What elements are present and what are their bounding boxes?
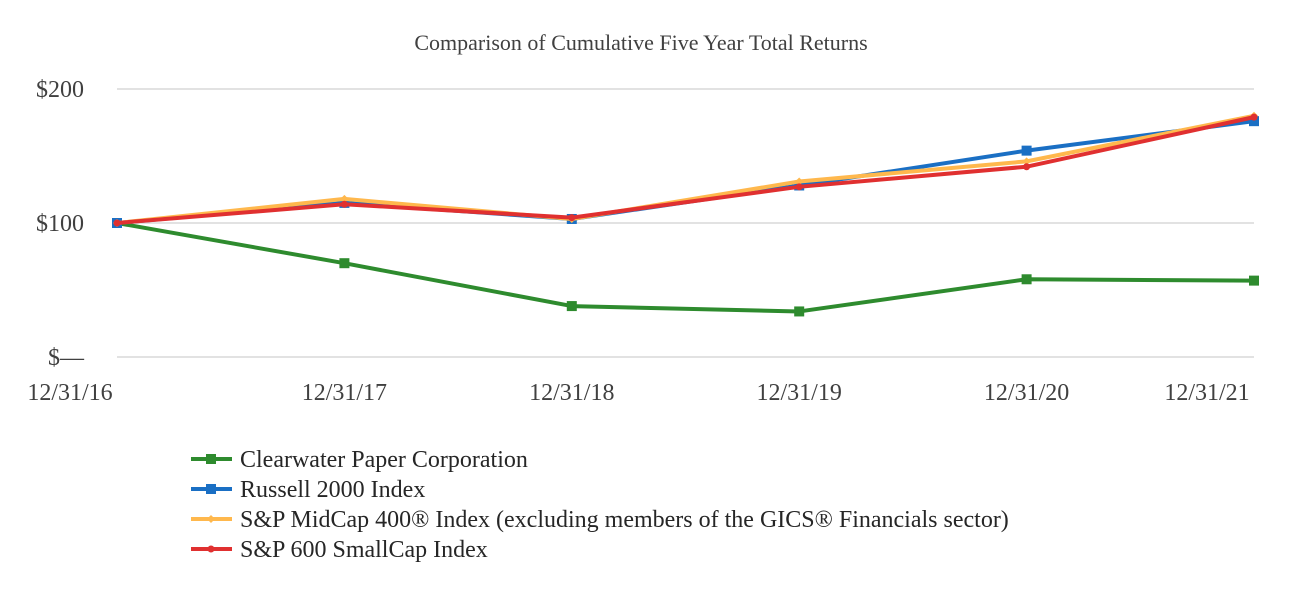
series-lines	[112, 111, 1259, 317]
data-point	[794, 306, 805, 317]
data-point	[1022, 157, 1031, 166]
series-line	[115, 221, 1256, 314]
legend-marker	[207, 545, 215, 553]
x-tick-label: 12/31/21	[1164, 380, 1249, 406]
data-point	[1249, 116, 1259, 127]
y-tick-label: $200	[36, 77, 84, 103]
legend-marker	[206, 454, 216, 464]
y-tick-label: $—	[48, 345, 85, 371]
data-point	[566, 301, 577, 312]
data-point	[795, 177, 804, 186]
chart-title: Comparison of Cumulative Five Year Total…	[414, 30, 867, 55]
x-tick-label: 12/31/19	[757, 380, 842, 406]
legend-marker	[206, 484, 216, 494]
data-point	[339, 258, 350, 269]
data-point	[340, 194, 349, 203]
legend-label: Clearwater Paper Corporation	[240, 447, 528, 473]
legend-label: Russell 2000 Index	[240, 477, 425, 503]
data-point	[113, 219, 121, 227]
x-axis-tick-labels: 12/31/16 12/31/17 12/31/18 12/31/19 12/31/20…	[27, 380, 1249, 406]
legend-marker	[207, 515, 215, 523]
data-point	[1249, 275, 1259, 286]
data-point	[1023, 163, 1031, 171]
x-tick-label: 12/31/18	[529, 380, 614, 406]
legend: Clearwater Paper Corporation Russell 2000…	[191, 447, 1009, 563]
data-point	[1021, 145, 1032, 156]
legend-item: Russell 2000 Index	[191, 477, 425, 503]
x-tick-label: 12/31/16	[27, 380, 112, 406]
gridlines	[117, 88, 1254, 358]
series-line	[115, 115, 1256, 225]
data-point	[795, 183, 803, 191]
x-tick-label: 12/31/20	[984, 380, 1069, 406]
y-tick-label: $100	[36, 211, 84, 237]
legend-item: S&P 600 SmallCap Index	[191, 537, 488, 563]
series-0	[112, 218, 1259, 317]
data-point	[1021, 274, 1032, 285]
series-3	[113, 113, 1258, 227]
data-point	[340, 200, 348, 208]
y-axis-tick-labels: $— $100 $200	[36, 77, 85, 371]
legend-item: S&P MidCap 400® Index (excluding members…	[191, 507, 1009, 533]
series-line	[115, 113, 1256, 225]
legend-label: S&P 600 SmallCap Index	[240, 537, 488, 563]
legend-label: S&P MidCap 400® Index (excluding members…	[240, 507, 1009, 533]
data-point	[568, 214, 576, 222]
data-point	[1250, 113, 1258, 121]
x-tick-label: 12/31/17	[302, 380, 387, 406]
legend-item: Clearwater Paper Corporation	[191, 447, 528, 473]
